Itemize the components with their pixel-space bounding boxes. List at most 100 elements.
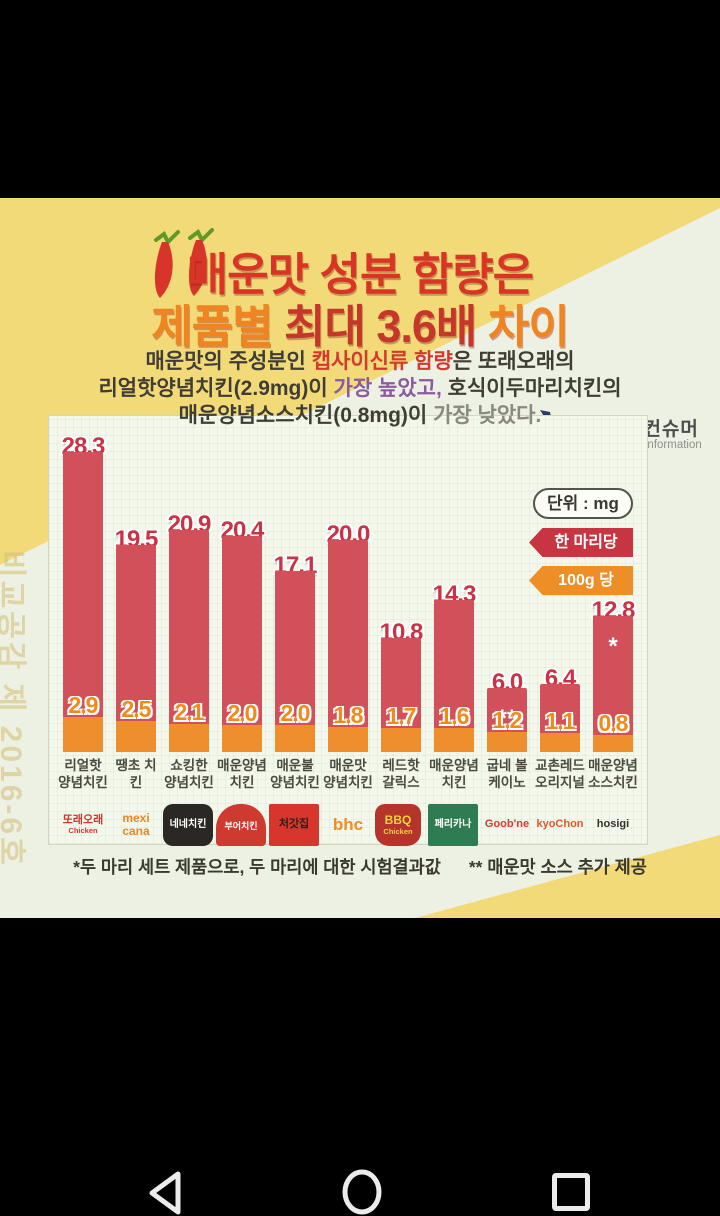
bar-per-100g <box>116 721 156 752</box>
infographic: 비교공감 제 2016-6호 스마트컨슈머 Consumer Informati… <box>0 198 720 918</box>
intro-line3-pre: 매운양념소스치킨(0.8mg)이 <box>178 404 434 427</box>
chart-column: 19.5 2.5 <box>110 526 162 752</box>
title-part-products: 제품별 <box>151 301 285 352</box>
brand-logo: hosigi <box>587 804 639 846</box>
chart-panel: 28.3 2.9 리얼핫 양념치킨 또래오래 Chicken 19.5 2.5 땡초 치킨 me… <box>48 415 648 846</box>
intro-paragraph: 매운맛의 주성분인 캡사이신류 함량은 또래오래의 리얼핫양념치킨(2.9mg)… <box>0 348 720 429</box>
bar-per-100g <box>593 735 633 752</box>
home-button[interactable] <box>340 1167 384 1216</box>
home-circle-icon <box>342 1169 382 1215</box>
bar-value-per-100g: 1.8 <box>333 702 364 728</box>
bar-value-per-100g: 2.9 <box>68 692 99 718</box>
brand-logo: mexi cana <box>110 804 162 846</box>
chart-column: 20.0 1.8 <box>322 521 374 752</box>
brand-logo-text: 또래오래 <box>62 813 104 826</box>
back-button[interactable] <box>146 1170 184 1216</box>
bar-per-100g <box>434 728 474 752</box>
issue-number-label: 비교공감 제 2016-6호 <box>0 550 27 868</box>
brand-logo: 처갓집 <box>269 804 319 846</box>
brand-logo-text: Goob'ne <box>484 818 530 831</box>
bar-per-chicken: * 0.8 <box>593 616 633 752</box>
bar-value-per-100g: 1.6 <box>439 703 470 729</box>
bar-per-chicken: 1.7 <box>381 638 421 752</box>
recents-button[interactable] <box>552 1173 590 1211</box>
title-part-ratio: 최대 3.6배 <box>284 301 488 352</box>
bar-per-100g <box>540 733 580 752</box>
category-label: 레드핫 갈릭스 <box>382 758 420 790</box>
brand-logo-subtext: Chicken <box>68 826 98 836</box>
footnote-extra-sauce: ** 매운맛 소스 추가 제공 <box>468 857 647 877</box>
brand-logo-text: 처갓집 <box>278 818 310 831</box>
bar-per-chicken: 2.5 <box>116 545 156 752</box>
brand-logo-text: mexi cana <box>122 811 150 838</box>
footnote-two-chicken-set: *두 마리 세트 제품으로, 두 마리에 대한 시험결과값 <box>73 857 441 877</box>
category-label: 매운양념 치킨 <box>429 758 479 790</box>
bar-per-100g <box>169 724 209 752</box>
bar-footnote-mark: * <box>608 633 618 660</box>
bar-value-per-100g: 2.0 <box>227 700 258 726</box>
intro-line1-pre: 매운맛의 주성분인 <box>145 350 312 373</box>
brand-logo: 또래오래 Chicken <box>57 804 109 846</box>
bar-value-per-100g: 2.0 <box>280 700 311 726</box>
title-part-difference: 차이 <box>487 301 570 352</box>
bar-per-chicken: 2.0 <box>222 536 262 752</box>
brand-logo: 부어치킨 <box>216 804 266 846</box>
category-label: 매운맛 양념치킨 <box>323 758 373 790</box>
bar-per-100g <box>381 728 421 752</box>
legend-per-100g-tag: 100g 당 <box>529 566 633 595</box>
intro-line2-pre: 리얼핫양념치킨(2.9mg)이 <box>98 377 334 400</box>
bar-value-per-100g: 1.7 <box>386 703 417 729</box>
chart-column: 20.9 2.1 <box>163 511 215 752</box>
intro-line1-highlight: 캡사이신류 함량 <box>311 350 453 373</box>
brand-logo: 페리카나 <box>428 804 478 846</box>
category-label: 땡초 치킨 <box>115 758 157 790</box>
bar-per-chicken: 1.1 <box>540 684 580 752</box>
brand-logo-text: bhc <box>332 815 364 835</box>
intro-line1-post: 은 또래오래의 <box>452 350 575 373</box>
chili-peppers-icon <box>154 228 214 298</box>
brand-logo: Goob'ne <box>481 804 533 846</box>
brand-logo-text: 부어치킨 <box>224 820 258 831</box>
brand-logo-text: 페리카나 <box>434 818 472 830</box>
bar-per-chicken: 1.6 <box>434 600 474 752</box>
bar-value-per-100g: 1.1 <box>545 708 576 734</box>
back-triangle-icon <box>149 1171 181 1215</box>
bar-per-100g <box>63 717 103 752</box>
brand-logo-subtext: Chicken <box>383 826 413 836</box>
intro-line1: 매운맛의 주성분인 캡사이신류 함량은 또래오래의 <box>0 348 720 375</box>
brand-logo: BBQ Chicken <box>375 804 421 846</box>
bar-per-100g <box>222 725 262 752</box>
chart-column: 28.3 2.9 <box>57 433 109 752</box>
bar-per-100g <box>328 727 368 752</box>
android-nav-bar <box>0 1120 720 1216</box>
chart-column: 6.0 ** 1.2 <box>481 669 533 752</box>
chart-column: 12.8 * 0.8 <box>587 597 639 752</box>
intro-line2-highlight: 가장 높았고, <box>333 377 442 400</box>
brand-logo: bhc <box>322 804 374 846</box>
main-title-line2: 제품별 최대 3.6배 차이 <box>40 290 680 355</box>
bar-per-chicken: 2.1 <box>169 530 209 752</box>
bar-per-chicken: ** 1.2 <box>487 688 527 752</box>
chart-column: 14.3 1.6 <box>428 581 480 752</box>
bar-per-100g <box>275 725 315 752</box>
intro-line3-highlight: 가장 낮았다. <box>433 404 542 427</box>
bar-per-chicken: 2.0 <box>275 571 315 752</box>
chart-column: 17.1 2.0 <box>269 552 321 752</box>
bar-per-100g <box>487 732 527 752</box>
intro-line2: 리얼핫양념치킨(2.9mg)이 가장 높았고, 호식이두마리치킨의 <box>0 375 720 402</box>
bar-value-per-100g: 2.5 <box>121 696 152 722</box>
bar-value-per-100g: 2.1 <box>174 699 205 725</box>
brand-logo: kyoChon <box>534 804 586 846</box>
intro-line2-post: 호식이두마리치킨의 <box>441 377 622 400</box>
brand-logo-text: hosigi <box>596 818 630 831</box>
brand-logo-text: 네네치킨 <box>169 818 207 830</box>
main-title-line1: 매운맛 성분 함량은 <box>186 249 534 300</box>
category-label: 매운양념 소스치킨 <box>588 758 638 790</box>
bar-value-per-100g: 1.2 <box>492 707 523 733</box>
category-label: 쇼킹한 양념치킨 <box>164 758 214 790</box>
brand-logo-text: BBQ <box>384 813 412 828</box>
legend-per-chicken-tag: 한 마리당 <box>529 528 633 557</box>
category-label: 교촌레드 오리지널 <box>535 758 585 790</box>
legend-unit-pill: 단위 : mg <box>533 488 633 519</box>
